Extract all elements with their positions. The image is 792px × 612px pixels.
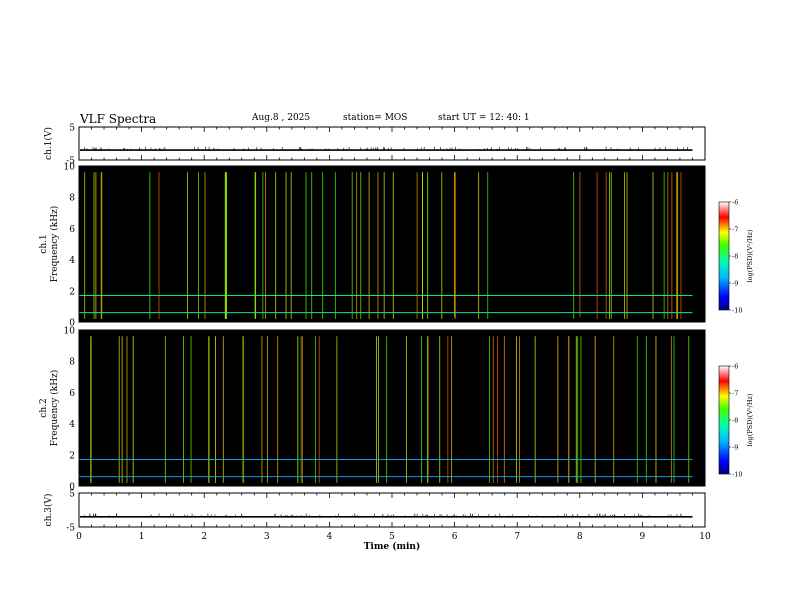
figure-title: VLF Spectra	[80, 112, 157, 126]
ch1-spectrogram	[79, 166, 705, 322]
spectrogram-layer	[79, 166, 705, 486]
spectrogram-background	[79, 166, 705, 322]
station-label: station= MOS	[343, 113, 408, 123]
date-label: Aug.8 , 2025	[252, 113, 311, 123]
start-time-label: start UT = 12: 40: 1	[438, 113, 530, 123]
